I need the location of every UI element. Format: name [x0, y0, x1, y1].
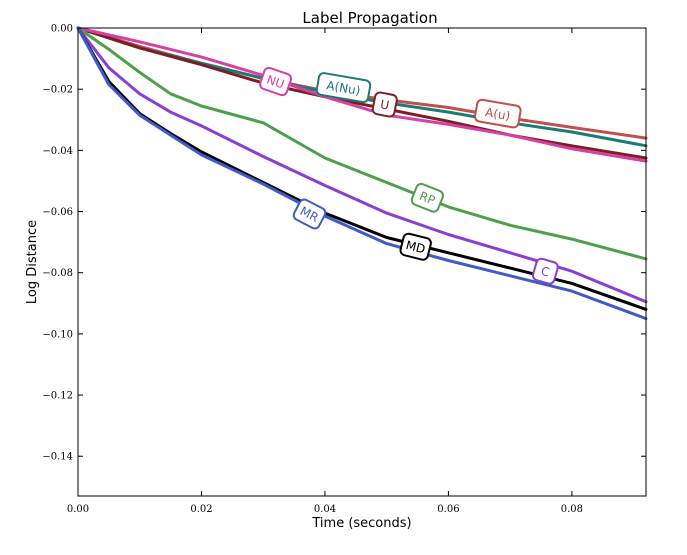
series-label-frame [259, 66, 293, 97]
series-label-box: C [531, 257, 559, 285]
series-layer [76, 26, 648, 321]
series-label-text: A(u) [484, 105, 511, 123]
series-label-box: A(u) [474, 98, 522, 129]
y-tick-label: −0.04 [42, 146, 73, 157]
y-tick-label: −0.02 [42, 85, 73, 96]
series-label-text: MD [404, 238, 426, 256]
y-tick-label: −0.06 [42, 207, 73, 218]
series-label-layer: A(u) A(Nu) U NU RP C MD MR [259, 66, 559, 285]
series-label-text: RP [417, 189, 437, 208]
series-line-nu [76, 26, 648, 163]
series-label-frame [371, 91, 398, 118]
series-label-frame [410, 182, 444, 213]
series-label-box: U [371, 91, 398, 118]
series-line-rp [76, 26, 648, 261]
x-tick-label: 0.02 [190, 504, 212, 515]
y-tick-label: −0.08 [42, 268, 73, 279]
plot-area-frame [77, 27, 647, 497]
tick-layer: 0.00 0.02 0.04 0.06 0.08 0.00 −0.02 −0.04 −0.06 −… [42, 24, 646, 515]
y-tick-label: −0.14 [42, 452, 73, 463]
series-label-frame [315, 72, 372, 104]
series-label-box: A(Nu) [315, 72, 372, 104]
series-label-box: RP [410, 182, 444, 213]
series-label-frame [474, 98, 522, 129]
series-label-frame [292, 198, 327, 230]
series-label-frame [531, 257, 559, 285]
series-label-frame [399, 232, 432, 261]
series-label-text: NU [265, 72, 286, 91]
chart-title: Label Propagation [302, 9, 437, 27]
x-axis-label: Time (seconds) [311, 516, 411, 531]
series-label-text: C [539, 264, 551, 280]
series-label-box: NU [259, 66, 293, 97]
series-label-box: MR [292, 198, 327, 230]
series-label-text: U [379, 97, 390, 112]
x-tick-label: 0.04 [314, 504, 336, 515]
y-tick-label: 0.00 [51, 24, 73, 35]
x-tick-label: 0.00 [67, 504, 89, 515]
y-tick-label: −0.10 [42, 329, 73, 340]
y-axis-label: Log Distance [25, 220, 40, 304]
y-tick-label: −0.12 [42, 391, 73, 402]
series-line-c [76, 26, 648, 304]
series-label-text: A(Nu) [325, 78, 361, 98]
series-line-mr [76, 26, 648, 321]
x-tick-label: 0.06 [437, 504, 459, 515]
x-tick-label: 0.08 [561, 504, 583, 515]
series-label-box: MD [399, 232, 432, 261]
